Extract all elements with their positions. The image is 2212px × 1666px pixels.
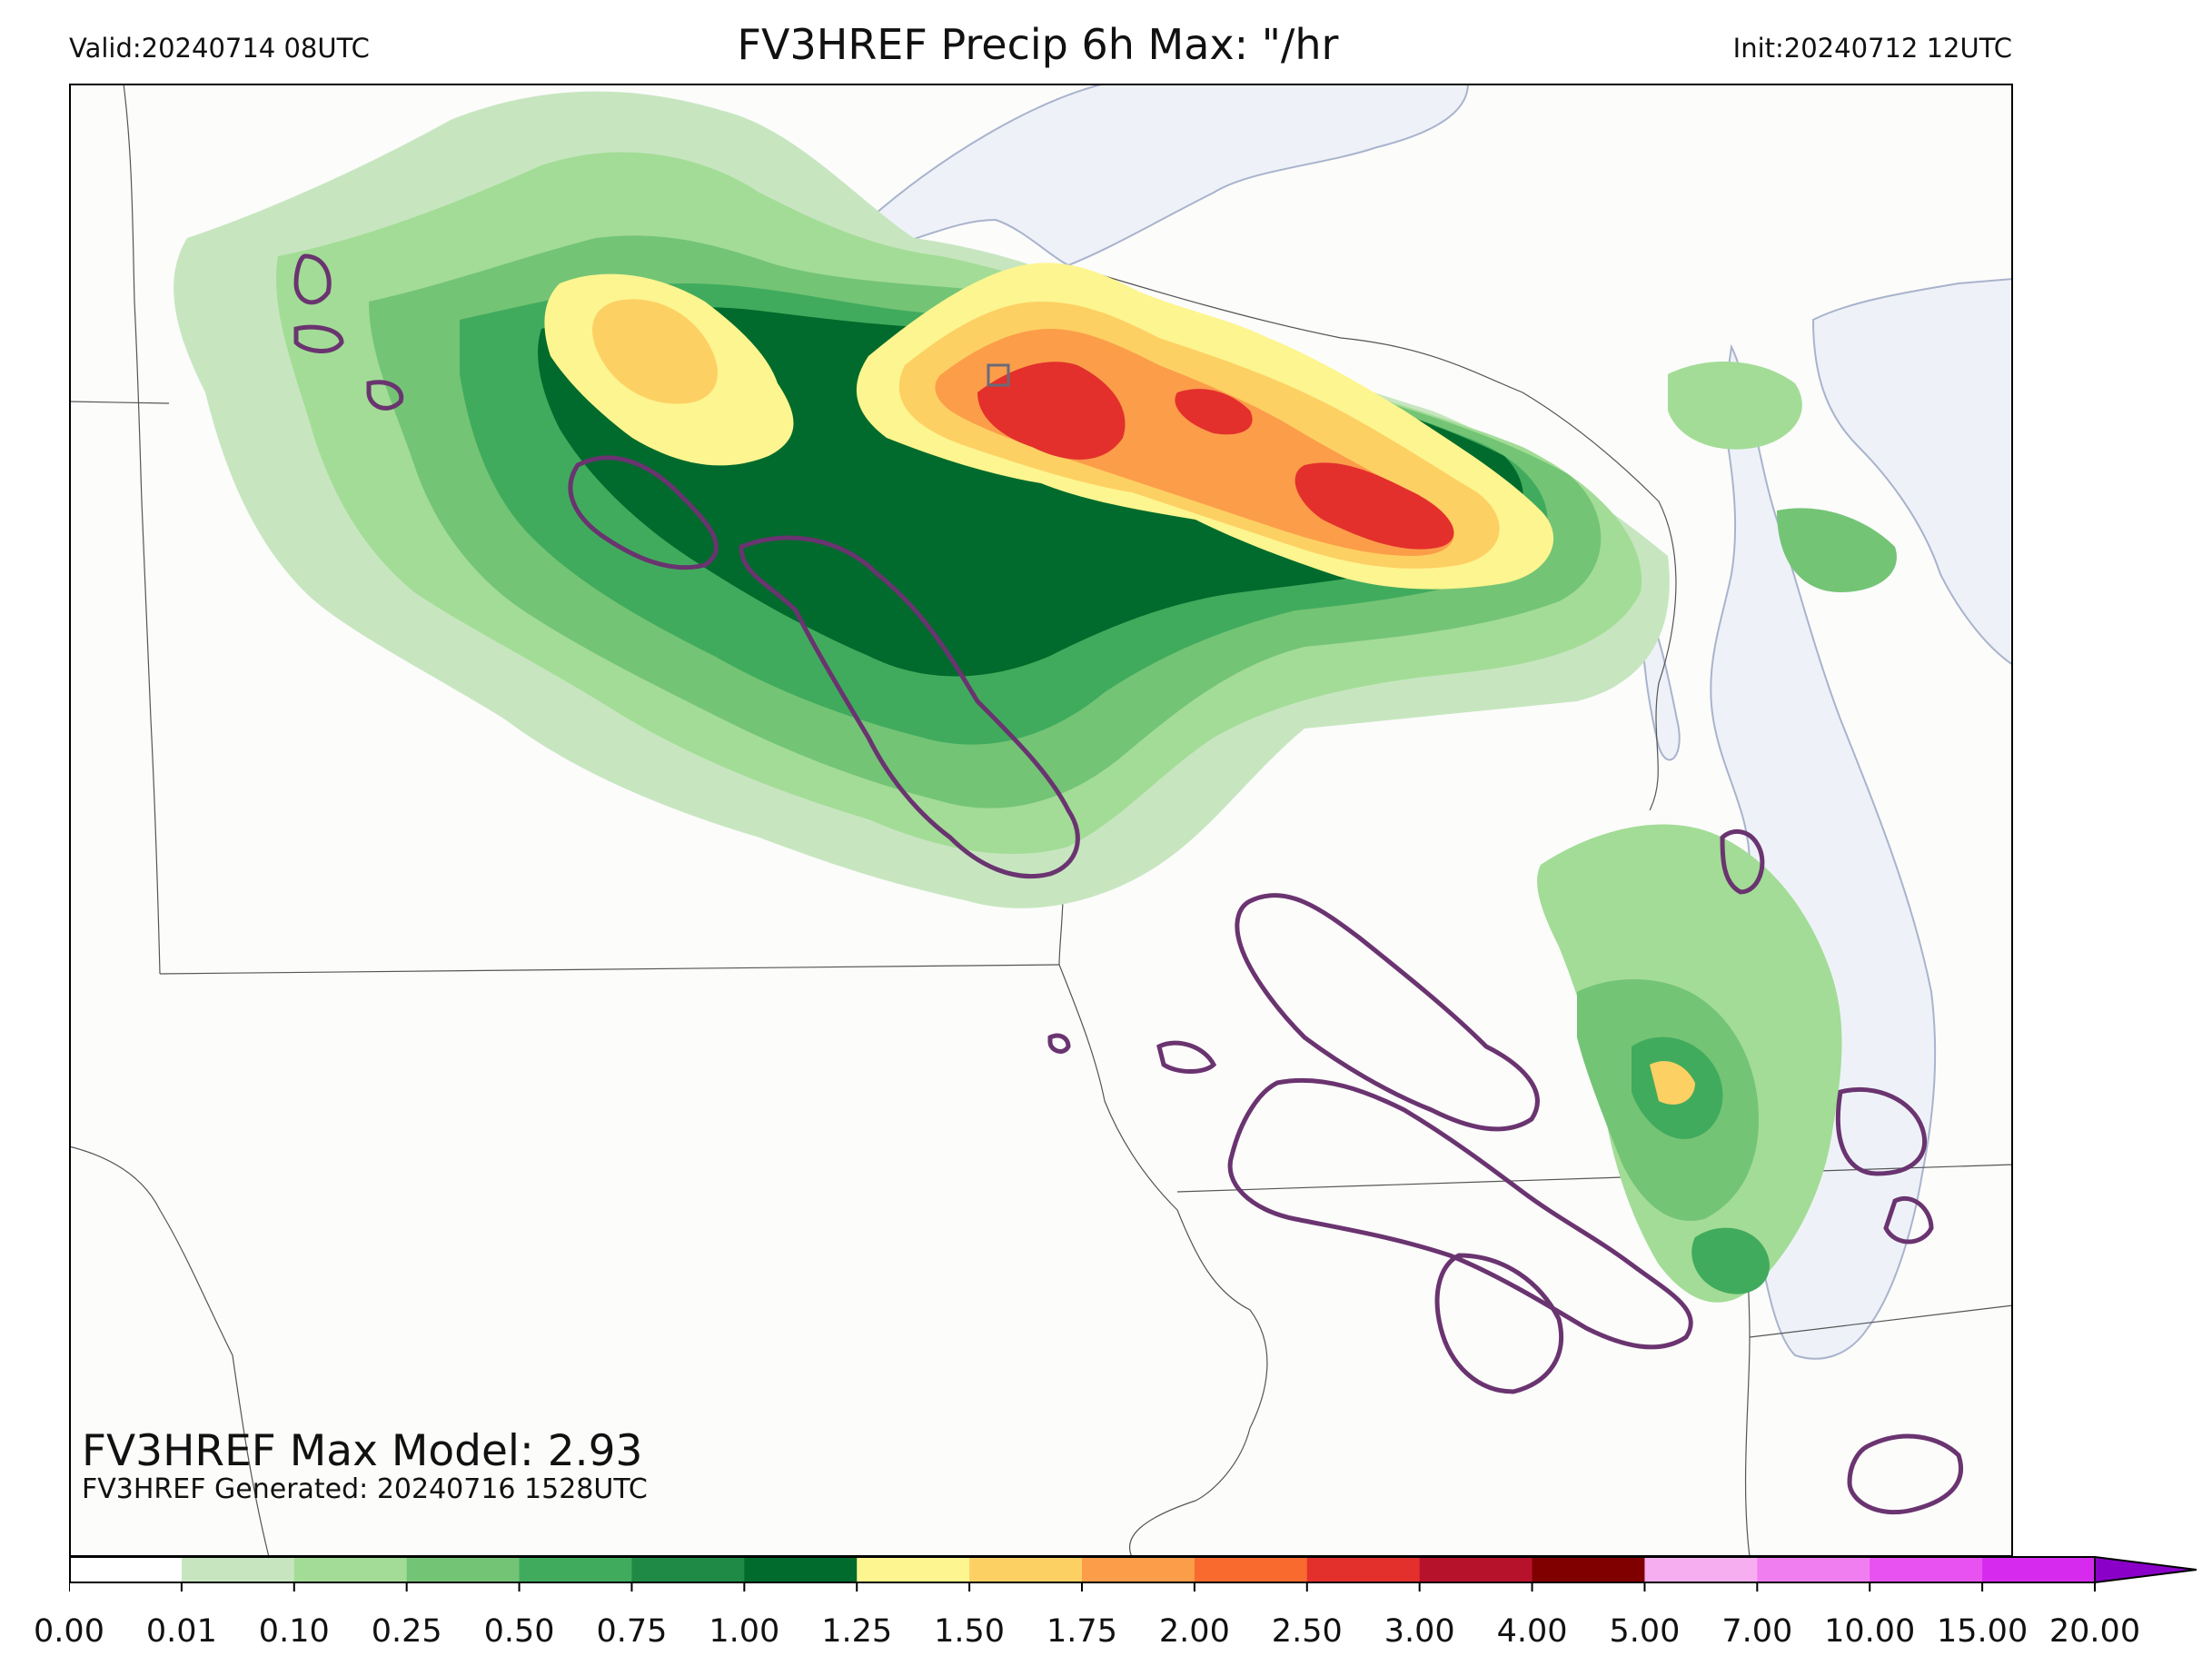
lake-huron bbox=[1811, 277, 2013, 667]
colorbar-segment bbox=[181, 1557, 295, 1582]
colorbar-tick-label: 2.50 bbox=[1271, 1613, 1343, 1650]
colorbar-tick-label: 15.00 bbox=[1937, 1613, 2028, 1650]
colorbar-segment bbox=[1982, 1557, 2096, 1582]
colorbar-segment bbox=[1870, 1557, 1983, 1582]
max-model-label: FV3HREF Max Model: 2.93 bbox=[82, 1426, 643, 1476]
colorbar-tick-label: 2.00 bbox=[1158, 1613, 1230, 1650]
colorbar-extend-arrow bbox=[2094, 1555, 2197, 1584]
colorbar-tick-label: 10.00 bbox=[1824, 1613, 1916, 1650]
map-title: FV3HREF Precip 6h Max: "/hr bbox=[0, 20, 2212, 69]
colorbar-segment bbox=[293, 1557, 408, 1582]
colorbar-tick-label: 0.75 bbox=[596, 1613, 668, 1650]
colorbar-segment bbox=[406, 1557, 521, 1582]
colorbar-tick-label: 0.50 bbox=[483, 1613, 555, 1650]
precip-shading bbox=[174, 91, 1897, 1303]
colorbar-segment bbox=[744, 1557, 858, 1582]
colorbar-tick-label: 3.00 bbox=[1384, 1613, 1455, 1650]
colorbar-tick-label: 0.01 bbox=[145, 1613, 217, 1650]
colorbar-tick-label: 0.25 bbox=[371, 1613, 442, 1650]
precip-map bbox=[69, 84, 2013, 1557]
colorbar-segment bbox=[519, 1557, 632, 1582]
colorbar-tick-label: 5.00 bbox=[1609, 1613, 1681, 1650]
colorbar-segment bbox=[69, 1557, 183, 1582]
colorbar-segment bbox=[1082, 1557, 1195, 1582]
colorbar-tick-label: 0.00 bbox=[34, 1613, 104, 1650]
colorbar bbox=[69, 1555, 2197, 1592]
max-location-marker bbox=[987, 363, 1010, 387]
colorbar-ticks: 0.00 0.01 0.10 0.25 0.50 0.75 1.00 1.25 1.50 1.75… bbox=[0, 1613, 2212, 1659]
colorbar-tick-label: 20.00 bbox=[2048, 1613, 2141, 1650]
colorbar-tick-label: 1.50 bbox=[934, 1613, 1006, 1650]
init-time-label: Init:20240712 12UTC bbox=[1732, 33, 2012, 64]
colorbar-segment bbox=[1194, 1557, 1308, 1582]
generated-label: FV3HREF Generated: 20240716 1528UTC bbox=[82, 1473, 648, 1505]
colorbar-segment bbox=[1306, 1557, 1421, 1582]
colorbar-segment bbox=[1757, 1557, 1870, 1582]
colorbar-tick-label: 1.00 bbox=[709, 1613, 780, 1650]
colorbar-segment bbox=[1419, 1557, 1533, 1582]
colorbar-tick-label: 7.00 bbox=[1721, 1613, 1793, 1650]
colorbar-segment bbox=[857, 1557, 970, 1582]
map-title-text: FV3HREF Precip 6h Max: "/hr bbox=[737, 20, 1339, 69]
lake-superior bbox=[867, 84, 1470, 267]
colorbar-segment bbox=[1644, 1557, 1758, 1582]
colorbar-segment bbox=[1532, 1557, 1645, 1582]
valid-time-label: Valid:20240714 08UTC bbox=[69, 33, 370, 64]
colorbar-tick-label: 4.00 bbox=[1496, 1613, 1568, 1650]
colorbar-segment bbox=[631, 1557, 745, 1582]
contours bbox=[293, 253, 1964, 1515]
colorbar-tick-label: 1.25 bbox=[821, 1613, 893, 1650]
colorbar-tick-label: 1.75 bbox=[1046, 1613, 1117, 1650]
colorbar-segment bbox=[969, 1557, 1083, 1582]
colorbar-tick-label: 0.10 bbox=[258, 1613, 330, 1650]
